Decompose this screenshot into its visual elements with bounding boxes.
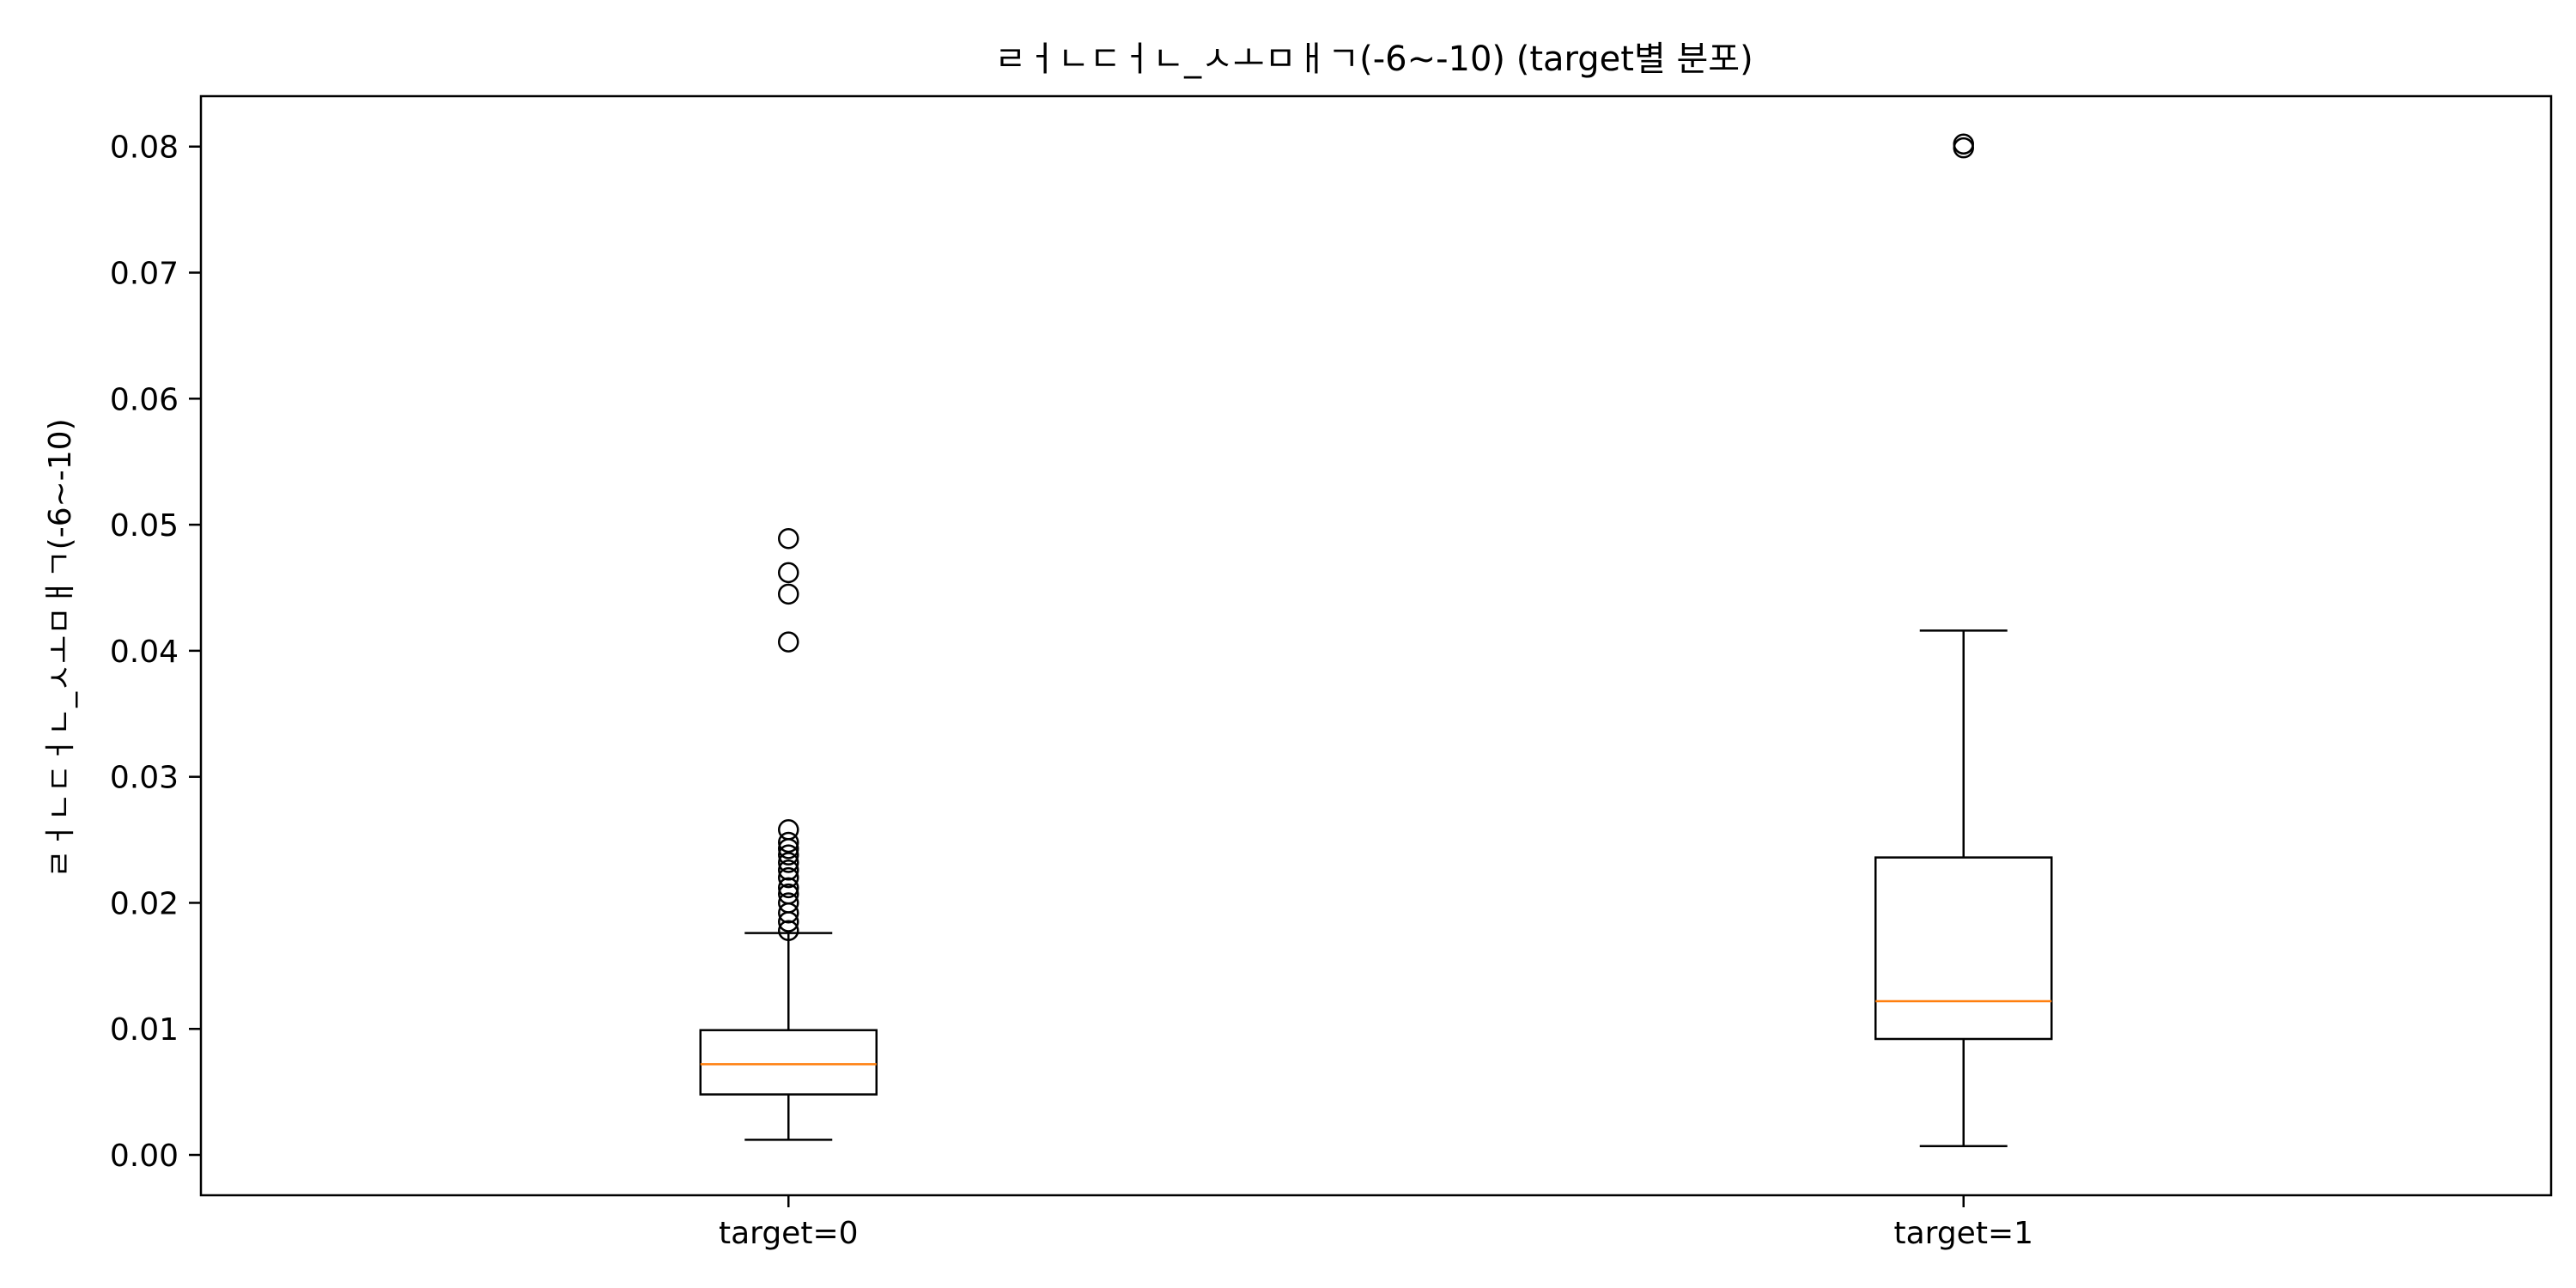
outlier-point — [778, 844, 799, 866]
outlier-point — [778, 892, 799, 914]
outlier-point — [778, 819, 799, 841]
iqr-box — [1874, 856, 2053, 1041]
outlier-point — [778, 866, 799, 889]
outlier-point — [778, 562, 799, 584]
y-tick-label: 0.04 — [110, 635, 179, 670]
y-axis-label: ㄹㅓㄴㄷㅓㄴ_ㅅㅗㅁㅐㄱ(-6~-10) — [43, 418, 78, 878]
iqr-box — [699, 1029, 878, 1096]
outlier-point — [778, 877, 799, 899]
outlier-point — [778, 860, 799, 881]
outlier-point — [778, 852, 799, 873]
y-tick-label: 0.02 — [110, 886, 179, 921]
y-tick-label: 0.05 — [110, 508, 179, 544]
plot-frame — [199, 94, 2553, 1197]
outlier-point — [778, 920, 799, 941]
y-tick-label: 0.08 — [110, 131, 179, 166]
outlier-point — [778, 831, 799, 854]
outlier-point — [778, 631, 799, 653]
outlier-point — [778, 527, 799, 550]
outlier-point — [1953, 133, 1974, 155]
y-tick-label: 0.01 — [110, 1012, 179, 1048]
y-tick-label: 0.06 — [110, 382, 179, 417]
y-tick-label: 0.00 — [110, 1139, 179, 1174]
x-tick-label: target=1 — [1893, 1216, 2033, 1251]
chart-title: ㄹㅓㄴㄷㅓㄴ_ㅅㅗㅁㅐㄱ(-6~-10) (target별 분포) — [994, 39, 1753, 79]
y-tick-label: 0.07 — [110, 257, 179, 292]
y-tick-label: 0.03 — [110, 761, 179, 796]
outlier-point — [778, 583, 799, 605]
outlier-point — [778, 883, 799, 905]
plot-area: 0.00 0.01 0.02 0.03 0.04 0.05 0.06 0.07 0.08 targ… — [110, 131, 2053, 1251]
x-tick-label: target=0 — [719, 1216, 859, 1251]
